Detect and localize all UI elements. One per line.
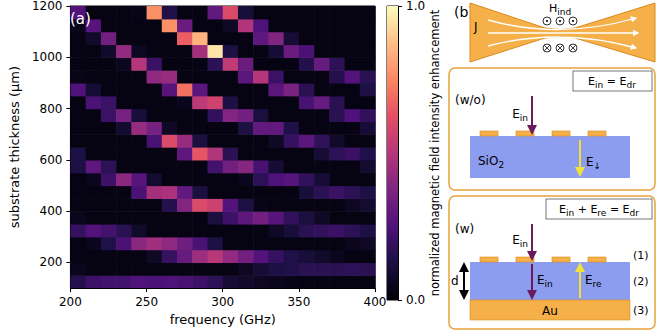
svg-text:200: 200	[40, 255, 63, 269]
svg-text:normalized magnetic field inte: normalized magnetic field intensity enha…	[428, 9, 442, 296]
svg-text:250: 250	[135, 295, 158, 309]
svg-text:E↓: E↓	[586, 155, 601, 171]
svg-text:400: 400	[364, 295, 387, 309]
svg-text:350: 350	[287, 295, 310, 309]
svg-text:SiO2: SiO2	[478, 154, 504, 170]
svg-text:Hind: Hind	[549, 2, 571, 17]
svg-text:Ein: Ein	[512, 233, 528, 249]
svg-text:(w): (w)	[455, 222, 474, 236]
svg-text:300: 300	[211, 295, 234, 309]
svg-text:(b): (b)	[454, 4, 474, 20]
svg-text:1.0: 1.0	[406, 0, 425, 13]
svg-text:Ein + Ere = Edr: Ein + Ere = Edr	[559, 203, 639, 218]
svg-text:Ein = Edr: Ein = Edr	[588, 75, 636, 90]
svg-text:frequency (GHz): frequency (GHz)	[170, 312, 276, 327]
svg-text:400: 400	[40, 204, 63, 218]
svg-text:200: 200	[59, 295, 82, 309]
svg-text:Ein: Ein	[537, 273, 553, 289]
svg-text:Ere: Ere	[585, 273, 602, 289]
svg-text:(1): (1)	[633, 249, 649, 262]
svg-text:800: 800	[40, 102, 63, 116]
svg-text:1000: 1000	[32, 50, 63, 64]
svg-text:(3): (3)	[633, 304, 649, 317]
svg-text:substrate thickness (μm): substrate thickness (μm)	[7, 66, 22, 228]
svg-text:(2): (2)	[633, 275, 649, 288]
svg-text:0.0: 0.0	[406, 293, 425, 307]
svg-text:Au: Au	[542, 304, 558, 318]
svg-text:J: J	[473, 20, 478, 34]
svg-text:1200: 1200	[32, 0, 63, 13]
svg-text:Ein: Ein	[512, 107, 528, 123]
svg-text:(a): (a)	[70, 10, 91, 28]
svg-text:600: 600	[40, 153, 63, 167]
svg-text:(w/o): (w/o)	[455, 93, 486, 107]
svg-text:d: d	[451, 274, 459, 288]
